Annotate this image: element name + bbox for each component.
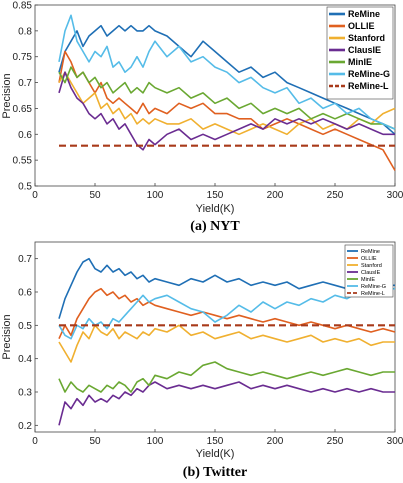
x-tick-label: 300 <box>387 190 403 201</box>
legend-label: ClausIE <box>361 270 381 276</box>
x-ticks: 0 50 100 150 200 250 300 <box>32 429 403 447</box>
legend-label: ReMine-L <box>361 291 385 297</box>
legend-box <box>344 244 394 298</box>
legend-label: ClausIE <box>348 45 381 55</box>
legend-label: ReMine-G <box>348 69 390 79</box>
legend-label: ReMine-G <box>361 284 386 290</box>
legend-label: ReMine-L <box>348 81 389 91</box>
y-tick-label: 0.55 <box>13 156 33 167</box>
y-tick-label: 0.7 <box>18 254 32 265</box>
y-ticks: 0.2 0.3 0.4 0.5 0.6 0.7 <box>18 254 38 432</box>
y-tick-label: 0.2 <box>18 421 32 432</box>
legend: ReMine OLLIE Stanford ClausIE MinIE ReMine-G R… <box>326 6 394 100</box>
chart-nyt: 0.5 0.55 0.6 0.65 0.7 0.75 0.8 0.85 0 50 100 150 20… <box>1 1 403 235</box>
x-tick-label: 50 <box>89 190 101 201</box>
legend-label: ReMine <box>361 249 380 255</box>
legend-label: ReMine <box>348 9 380 19</box>
chart-twitter: 0.2 0.3 0.4 0.5 0.6 0.7 0 50 100 150 200 250 300 Re… <box>1 241 403 480</box>
series-line-clausie <box>58 71 395 151</box>
legend-box <box>326 6 394 100</box>
y-tick-label: 0.5 <box>18 182 32 193</box>
y-tick-label: 0.4 <box>18 354 32 365</box>
y-tick-label: 0.85 <box>13 1 33 12</box>
y-axis-label: Precision <box>1 314 13 359</box>
y-tick-label: 0.7 <box>18 78 32 89</box>
legend-label: MinIE <box>361 277 375 283</box>
series-line-minie <box>58 361 395 393</box>
x-axis-label: Yield(K) <box>196 448 235 460</box>
chart-caption: (b) Twitter <box>183 465 247 480</box>
x-tick-label: 0 <box>32 190 38 201</box>
x-tick-label: 300 <box>387 436 403 447</box>
x-tick-label: 100 <box>147 190 164 201</box>
y-tick-label: 0.3 <box>18 388 32 399</box>
series-line-remine <box>58 257 395 319</box>
plot-area <box>34 241 396 433</box>
series-lines <box>58 257 396 426</box>
x-tick-label: 150 <box>207 190 224 201</box>
legend: ReMineOLLIEStanfordClausIEMinIEReMine-GR… <box>344 244 394 298</box>
x-tick-label: 200 <box>267 436 284 447</box>
series-line-minie <box>58 66 396 130</box>
x-tick-label: 150 <box>207 436 224 447</box>
chart-caption: (a) NYT <box>190 219 240 234</box>
legend-label: Stanford <box>361 263 382 269</box>
series-lines <box>58 14 396 171</box>
series-line-remine-g <box>58 14 396 130</box>
y-tick-label: 0.5 <box>18 321 32 332</box>
series-line-stanford <box>58 71 396 136</box>
y-axis-label: Precision <box>1 73 13 118</box>
x-axis-label: Yield(K) <box>196 203 235 215</box>
y-ticks: 0.5 0.55 0.6 0.65 0.7 0.75 0.8 0.85 <box>13 1 38 193</box>
y-tick-label: 0.8 <box>18 26 32 37</box>
y-tick-label: 0.75 <box>13 52 33 63</box>
series-line-clausie <box>58 381 395 426</box>
x-ticks: 0 50 100 150 200 250 300 <box>32 183 403 201</box>
legend-label: OLLIE <box>361 256 377 262</box>
legend-label: Stanford <box>348 33 385 43</box>
x-tick-label: 200 <box>267 190 284 201</box>
x-tick-label: 0 <box>32 436 38 447</box>
x-tick-label: 250 <box>327 436 344 447</box>
legend-label: OLLIE <box>348 21 375 31</box>
legend-label: MinIE <box>348 57 372 67</box>
y-tick-label: 0.6 <box>18 288 32 299</box>
y-tick-label: 0.65 <box>13 104 33 115</box>
y-tick-label: 0.6 <box>18 130 32 141</box>
x-tick-label: 50 <box>89 436 101 447</box>
x-tick-label: 250 <box>327 190 344 201</box>
x-tick-label: 100 <box>147 436 164 447</box>
